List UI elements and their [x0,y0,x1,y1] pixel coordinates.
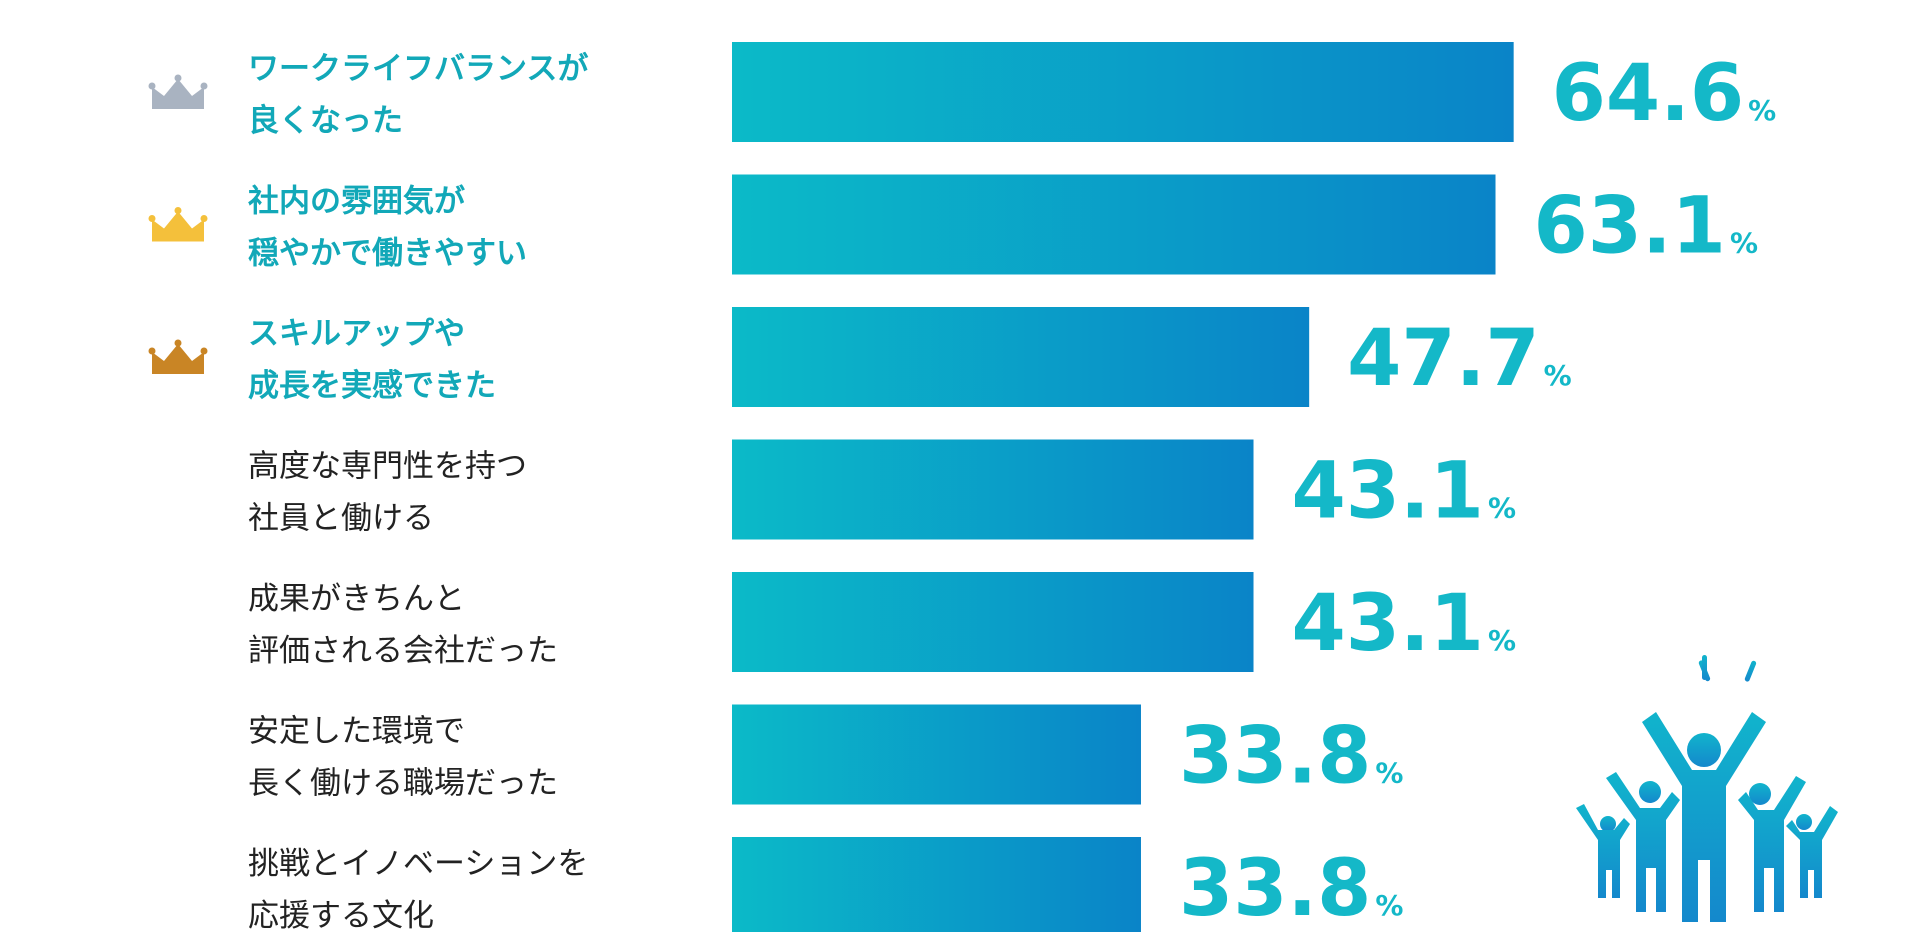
value-unit: % [1375,757,1403,790]
value-unit: % [1488,624,1516,657]
category-label: スキルアップや成長を実感できた [248,316,496,404]
people-cheering-icon [1576,655,1838,922]
bar-row: 安定した環境で長く働ける職場だった 33.8% [248,704,1404,805]
bar-row: 挑戦とイノベーションを応援する文化 33.8% [248,837,1403,932]
category-label: 高度な専門性を持つ社員と働ける [248,449,527,537]
value-label: 43.1% [1292,579,1517,669]
crown-icon [148,74,208,109]
crown-icon [148,339,208,374]
bar [732,42,1514,142]
category-label-line: 安定した環境で [248,714,465,750]
category-label: 社内の雰囲気が穏やかで働きやすい [248,184,527,272]
bar-row: 高度な専門性を持つ社員と働ける 43.1% [248,439,1517,540]
value-number: 47.7 [1347,314,1539,404]
value-unit: % [1488,492,1516,525]
bar [732,704,1141,805]
category-label-line: 高度な専門性を持つ [248,449,527,485]
bar [732,439,1254,540]
category-label-line: 成果がきちんと [248,581,465,617]
category-label-line: 穏やかで働きやすい [248,236,527,272]
value-label: 47.7% [1347,314,1572,404]
value-number: 64.6 [1552,49,1744,139]
category-label-line: 応援する文化 [248,898,434,932]
crown-icon [148,207,208,242]
category-label-line: 長く働ける職場だった [248,766,558,802]
value-unit: % [1375,889,1403,922]
category-label: 成果がきちんと評価される会社だった [248,581,558,669]
category-label-line: 社員と働ける [248,501,434,537]
category-label: 挑戦とイノベーションを応援する文化 [248,846,588,932]
category-label-line: 成長を実感できた [248,368,496,404]
value-number: 63.1 [1534,182,1726,272]
category-label: ワークライフバランスが良くなった [248,51,588,139]
value-number: 43.1 [1292,447,1484,537]
value-label: 33.8% [1179,712,1404,802]
value-unit: % [1748,94,1776,127]
category-label-line: 挑戦とイノベーションを [248,846,588,882]
value-unit: % [1544,359,1572,392]
value-number: 33.8 [1179,844,1371,932]
category-label-line: スキルアップや [248,316,465,352]
value-label: 64.6% [1552,49,1777,139]
value-unit: % [1730,227,1758,260]
value-label: 63.1% [1534,182,1759,272]
category-label-line: 社内の雰囲気が [248,184,465,220]
bar [732,174,1496,275]
bar-row: スキルアップや成長を実感できた 47.7% [148,307,1572,407]
bar [732,837,1141,932]
bar [732,307,1310,407]
value-number: 43.1 [1292,579,1484,669]
value-label: 43.1% [1292,447,1517,537]
category-label-line: 評価される会社だった [248,633,558,669]
category-label-line: 良くなった [248,103,403,139]
bar [732,572,1254,672]
bar-row: 成果がきちんと評価される会社だった 43.1% [248,572,1516,672]
value-label: 33.8% [1179,844,1404,932]
bar-row: 社内の雰囲気が穏やかで働きやすい 63.1% [148,174,1759,275]
category-label: 安定した環境で長く働ける職場だった [248,714,558,802]
value-number: 33.8 [1179,712,1371,802]
bar-row: ワークライフバランスが良くなった 64.6% [148,42,1777,142]
category-label-line: ワークライフバランスが [248,51,588,87]
